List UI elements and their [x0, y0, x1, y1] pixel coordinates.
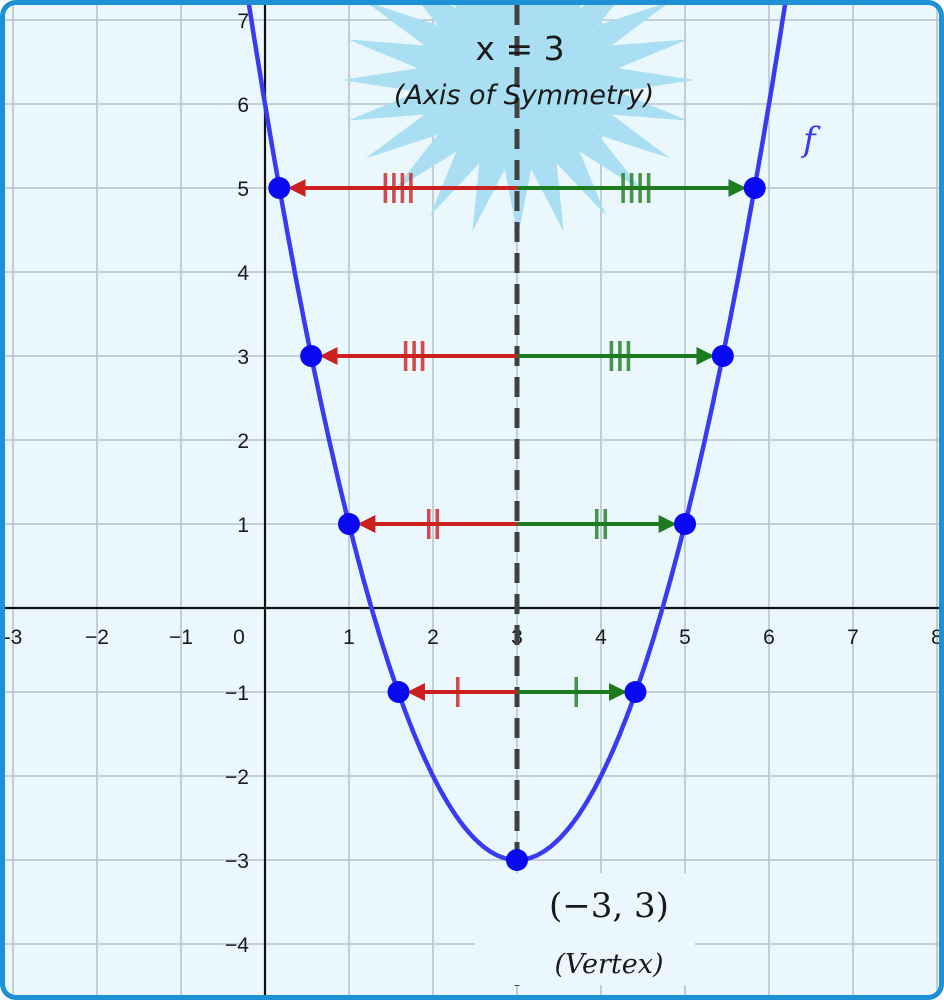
right-point: [674, 513, 696, 535]
y-tick-label: −4: [225, 934, 249, 957]
x-tick-labels: -3−2−1012345678: [5, 626, 943, 649]
right-point: [711, 345, 734, 367]
vertex-label-backdrop: [475, 873, 695, 985]
left-point: [300, 345, 323, 367]
y-tick-label: 2: [237, 430, 249, 453]
left-point: [387, 681, 410, 703]
y-tick-label: 6: [237, 94, 249, 117]
x-tick-label: 8: [931, 626, 943, 649]
x-tick-label: −1: [169, 626, 193, 649]
right-point: [624, 681, 647, 703]
x-tick-label: 1: [343, 626, 355, 649]
x-tick-label: −2: [85, 626, 109, 649]
symmetric-arrows: [287, 173, 747, 707]
function-label: f: [800, 120, 821, 160]
y-tick-label: 1: [237, 514, 249, 537]
axis-of-symmetry-subtitle: (Axis of Symmetry): [394, 80, 654, 111]
vertex-label: (−3, 3): [549, 886, 669, 926]
vertex-sublabel: (Vertex): [554, 949, 663, 980]
right-point: [743, 177, 766, 199]
y-tick-label: −3: [225, 850, 249, 873]
y-tick-label: 7: [237, 10, 249, 33]
axis-of-symmetry-title: x = 3: [475, 29, 564, 68]
y-tick-label: 5: [237, 178, 249, 201]
x-tick-label: 2: [427, 626, 439, 649]
vertex-point: [506, 849, 528, 871]
parabola-points: [268, 177, 766, 871]
x-tick-label: -3: [5, 626, 22, 649]
x-tick-label: 7: [847, 626, 859, 649]
starburst-shape: [342, 5, 694, 237]
x-tick-label: 0: [233, 626, 245, 649]
y-tick-label: −1: [225, 682, 249, 705]
x-tick-label: 6: [763, 626, 775, 649]
y-tick-labels: −4 −3 −2 −1 1 2 3 4 5 6 7: [225, 10, 249, 957]
y-tick-label: 4: [237, 262, 249, 285]
coordinate-axes: [5, 5, 939, 995]
y-tick-label: 3: [237, 346, 249, 369]
parabola-graph: -3 −2 −1 0 1 2 3 4 5 6 7 8 −4 −3 −2 −1 1 2 3 4 5 6 7 x = 3 (A…: [5, 5, 943, 995]
x-tick-label: 5: [679, 626, 691, 649]
y-tick-label: −2: [225, 766, 249, 789]
x-tick-label: 4: [595, 626, 607, 649]
left-point: [268, 177, 291, 199]
left-point: [338, 513, 360, 535]
axis-of-symmetry-burst: [342, 5, 694, 237]
